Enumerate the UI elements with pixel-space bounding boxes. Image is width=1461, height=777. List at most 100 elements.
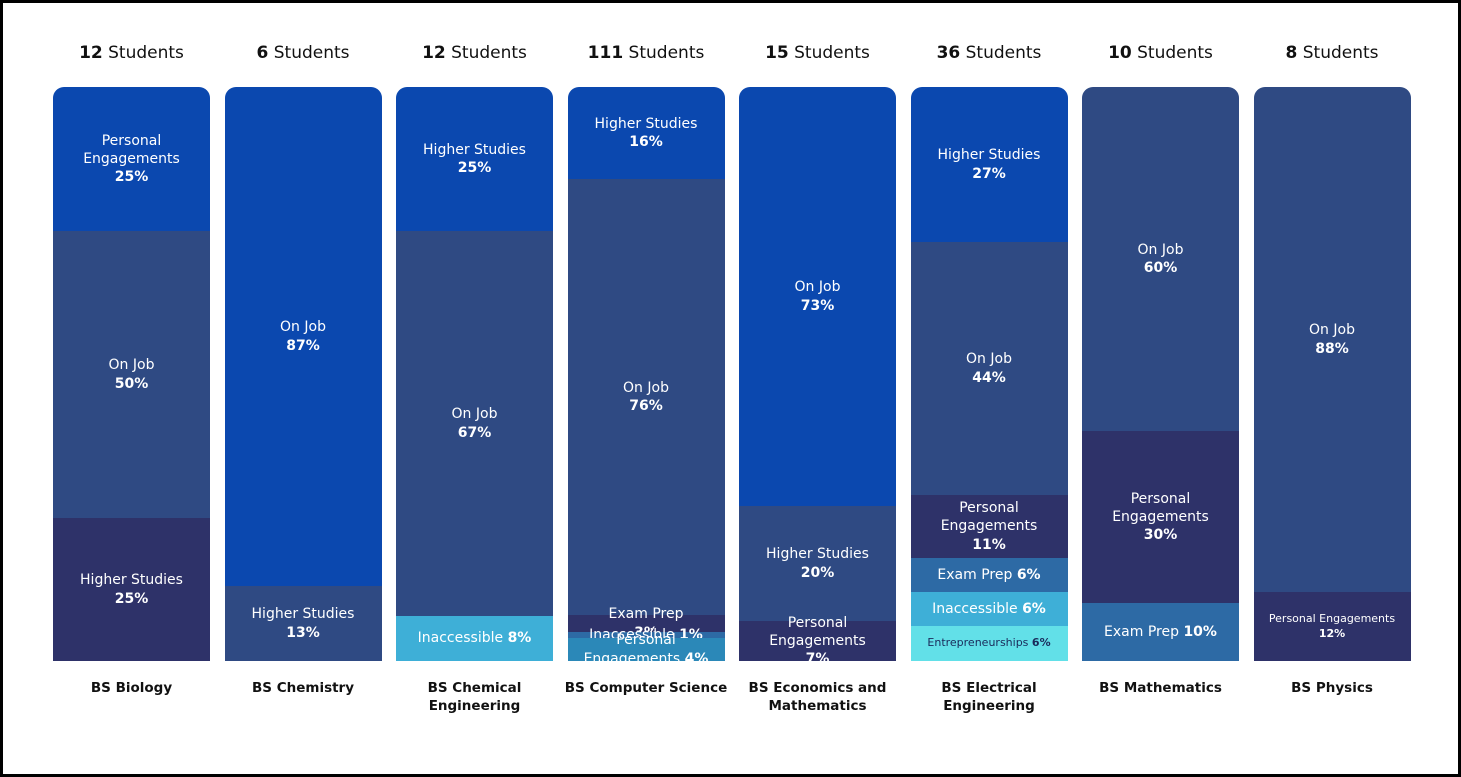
bar-segment: Higher Studies 13% <box>224 586 382 661</box>
segment-value: 6% <box>1022 600 1046 617</box>
bar-segment: Personal Engagements 12% <box>1253 592 1411 661</box>
segment-label: Inaccessible <box>417 630 504 647</box>
bar-segment: Higher Studies 16% <box>567 87 725 179</box>
student-count: 8 Students <box>1254 43 1411 63</box>
segment-value: 76% <box>629 398 663 414</box>
segment-value: 44% <box>972 369 1006 386</box>
segment-value: 50% <box>114 375 149 392</box>
segment-label: Higher Studies <box>937 147 1041 164</box>
program-label: BS Electrical Engineering <box>941 680 1037 715</box>
segment-label: Higher Studies <box>594 115 698 132</box>
segment-value: 60% <box>1143 260 1178 276</box>
segment-label: Personal Engagements <box>583 632 681 661</box>
segment-label: Higher Studies <box>423 141 526 158</box>
segment-value: 16% <box>629 134 663 150</box>
segment-label: On Job <box>451 406 498 423</box>
bar-segment: On Job 76% <box>567 179 725 615</box>
bar-segment: Higher Studies 25% <box>53 518 210 661</box>
stacked-bar: On Job 88% Personal Engagements 12% <box>1253 87 1411 661</box>
bar-segment: Personal Engagements 25% <box>53 87 210 231</box>
bar-segment: On Job 88% <box>1253 87 1411 592</box>
segment-label: Exam Prep <box>1104 623 1179 640</box>
stacked-bar: On Job 87% Higher Studies 13% <box>224 87 382 661</box>
segment-value: 10% <box>1183 623 1217 640</box>
student-count-number: 36 <box>936 43 961 63</box>
program-column: 12 Students Higher Studies 25% On Job 67% Ina… <box>396 3 553 774</box>
segment-text: Exam Prep 6% <box>937 566 1040 584</box>
segment-value: 4% <box>684 650 709 662</box>
segment-value: 88% <box>1315 340 1349 357</box>
segment-value: 12% <box>1318 626 1346 640</box>
segment-text: Personal Engagements 4% <box>570 631 723 661</box>
program-column: 8 Students On Job 88% Personal Engagements 1… <box>1253 3 1411 774</box>
segment-label: Personal Engagements <box>83 132 180 167</box>
segment-label: Exam Prep <box>937 566 1013 583</box>
segment-value: 30% <box>1143 527 1178 544</box>
program-column: 15 Students On Job 73% Higher Studies 20% Per… <box>739 3 896 774</box>
segment-label: Personal Engagements <box>1112 490 1209 525</box>
segment-label: Higher Studies <box>251 606 355 623</box>
bar-segment: Personal Engagements 30% <box>1082 431 1239 603</box>
segment-value: 25% <box>114 590 149 607</box>
segment-value: 73% <box>800 297 835 314</box>
segment-value: 67% <box>457 424 492 441</box>
student-count: 12 Students <box>396 43 553 63</box>
program-label: BS Chemical Engineering <box>427 680 522 715</box>
segment-label: On Job <box>1309 322 1355 339</box>
student-count: 6 Students <box>225 43 382 63</box>
student-count-suffix: Students <box>1297 43 1379 63</box>
segment-label: On Job <box>794 279 841 296</box>
segment-text: Entrepreneurships 6% <box>927 636 1050 650</box>
bar-segment: Higher Studies 27% <box>910 87 1068 242</box>
segment-label: On Job <box>108 357 155 374</box>
segment-label: Higher Studies <box>766 546 869 563</box>
bar-segment: On Job 44% <box>910 242 1068 495</box>
bar-segment: Personal Engagements 11% <box>910 495 1068 558</box>
segment-value: 25% <box>114 169 149 186</box>
segment-value: 20% <box>800 564 835 581</box>
segment-label: Personal Engagements <box>1268 612 1396 626</box>
segment-value: 11% <box>972 536 1006 553</box>
segment-label: Personal Engagements <box>940 500 1038 535</box>
segment-text: Inaccessible 8% <box>418 629 532 647</box>
student-count-suffix: Students <box>960 43 1042 63</box>
program-column: 36 Students Higher Studies 27% On Job 44% Per… <box>910 3 1068 774</box>
segment-label: Higher Studies <box>80 572 183 589</box>
segment-label: Exam Prep <box>608 606 684 623</box>
student-count: 10 Students <box>1082 43 1239 63</box>
segment-value: 27% <box>972 165 1006 182</box>
program-column: 10 Students On Job 60% Personal Engagements… <box>1082 3 1239 774</box>
stacked-bar-chart: 12 Students Personal Engagements 25% On Job… <box>3 3 1458 774</box>
segment-value: 87% <box>286 337 320 354</box>
student-count-suffix: Students <box>268 43 350 63</box>
bar-segment: On Job 67% <box>396 231 553 616</box>
program-column: 111 Students Higher Studies 16% On Job 76% Ex… <box>565 3 727 774</box>
stacked-bar: Higher Studies 25% On Job 67% Inaccessible 8… <box>396 87 553 661</box>
student-count-suffix: Students <box>445 43 527 63</box>
segment-value: 25% <box>457 160 492 176</box>
bar-segment: Personal Engagements 7% <box>739 615 896 661</box>
student-count-suffix: Students <box>788 43 870 63</box>
student-count-number: 8 <box>1285 43 1298 63</box>
bar-segment: Inaccessible 6% <box>910 592 1068 626</box>
student-count-number: 15 <box>765 43 789 63</box>
bar-segment: Personal Engagements 4% <box>567 632 725 661</box>
bar-segment: On Job 50% <box>53 231 210 518</box>
bar-segment: Entrepreneurships 6% <box>910 626 1068 661</box>
program-label: BS Chemistry <box>251 680 355 696</box>
student-count: 36 Students <box>911 43 1068 63</box>
stacked-bar: Personal Engagements 25% On Job 50% Higher S… <box>53 87 210 661</box>
student-count-number: 6 <box>256 43 269 63</box>
stacked-bar: Higher Studies 27% On Job 44% Personal Engag… <box>910 87 1068 661</box>
program-column: 6 Students On Job 87% Higher Studies 13% BS C… <box>224 3 382 774</box>
bar-segment: Higher Studies 25% <box>396 87 553 231</box>
student-count: 111 Students <box>568 43 725 63</box>
segment-label: Personal Engagements <box>769 614 866 649</box>
bar-segment: Inaccessible 8% <box>396 616 553 661</box>
segment-value: 7% <box>805 651 830 661</box>
bar-segment: On Job 60% <box>1082 87 1239 431</box>
program-column: 12 Students Personal Engagements 25% On Job… <box>53 3 210 774</box>
stacked-bar: On Job 73% Higher Studies 20% Personal Engag… <box>739 87 896 661</box>
